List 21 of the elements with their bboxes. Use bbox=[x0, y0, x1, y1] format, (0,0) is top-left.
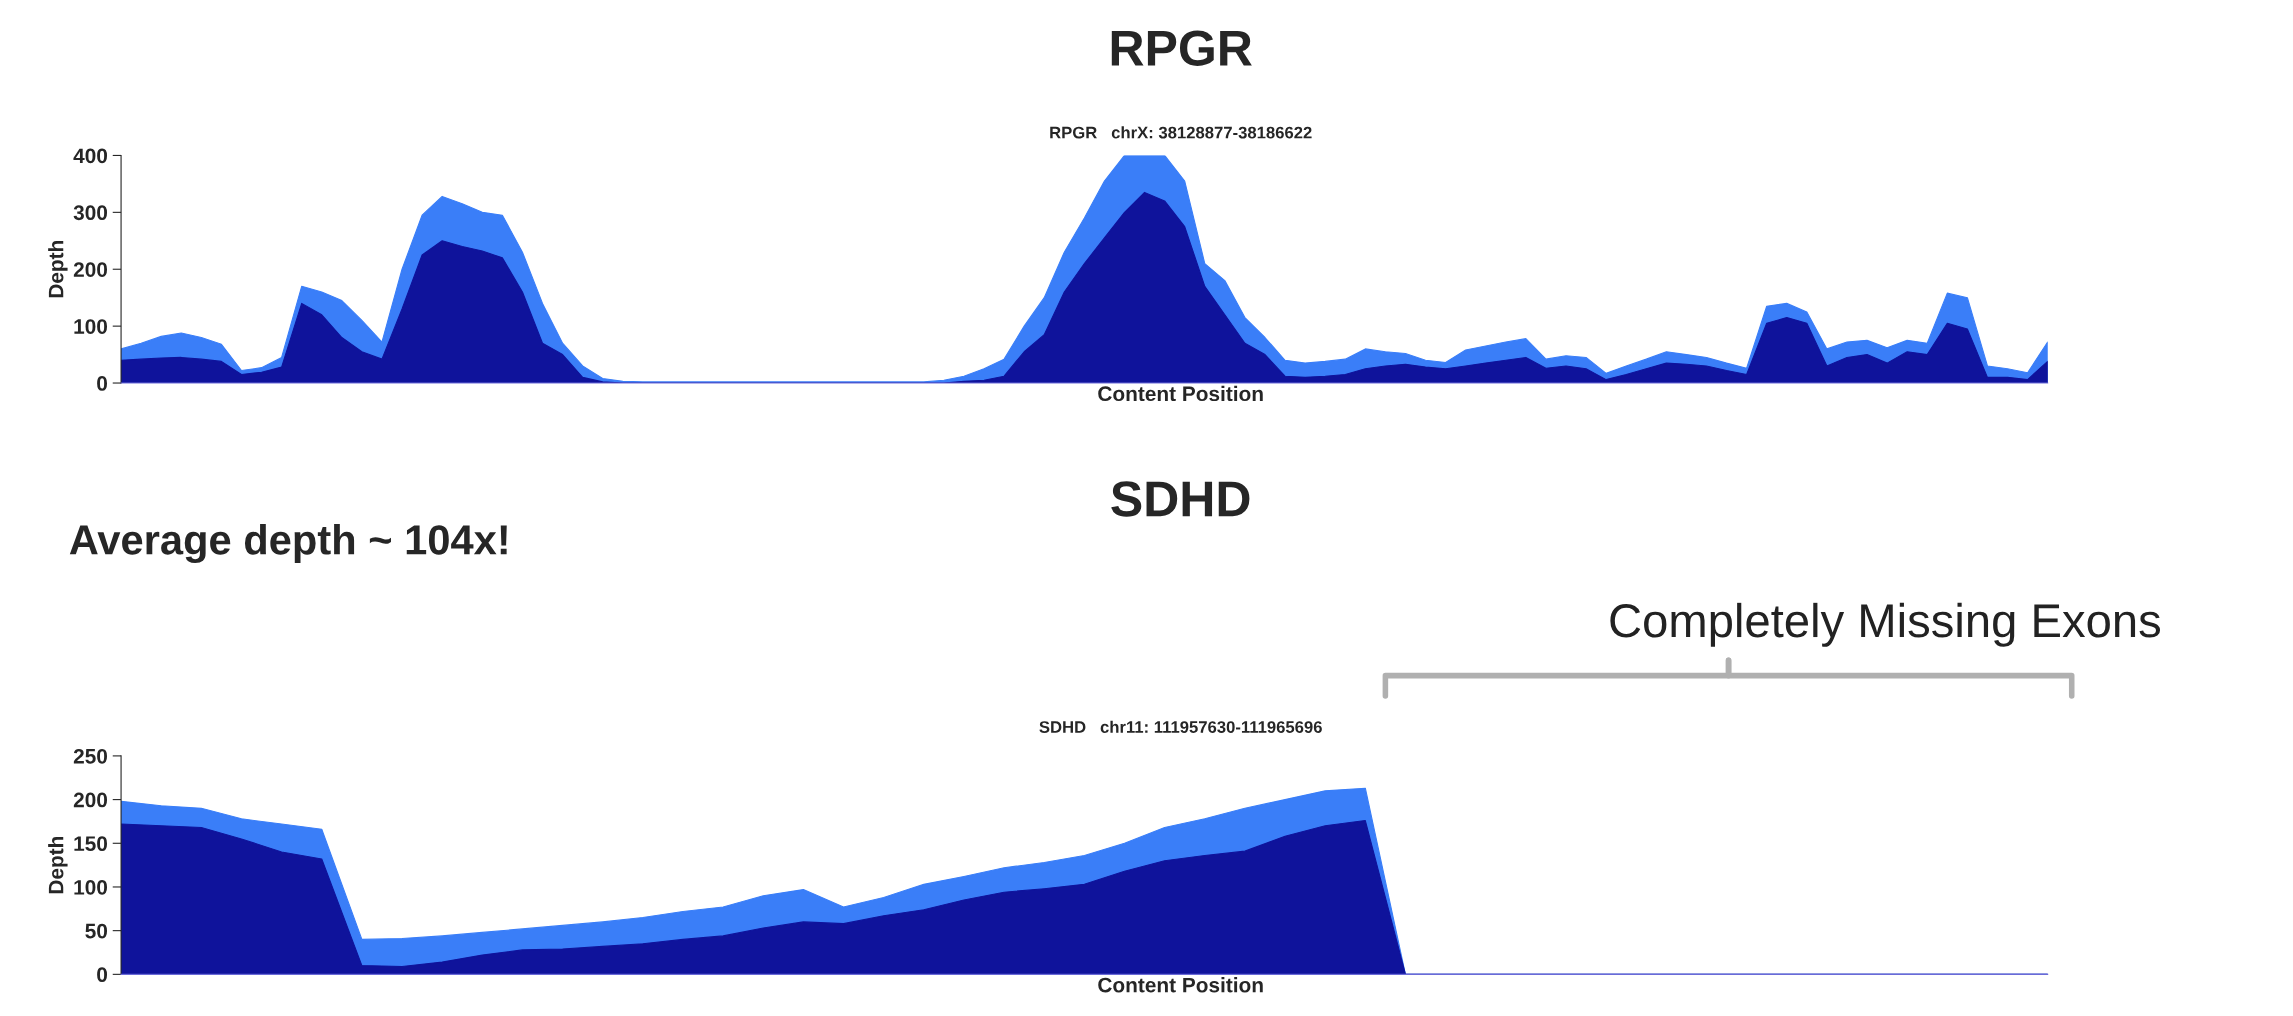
y-tick-label: 100 bbox=[74, 879, 108, 895]
chart-subtitle: SDHD chr11: 111957630-111965696 bbox=[1039, 720, 1322, 733]
y-tick-label: 100 bbox=[74, 319, 108, 334]
text: Average depth ~ 104x! bbox=[69, 524, 507, 564]
y-tick-label: 50 bbox=[85, 923, 108, 939]
y-tick-label: 0 bbox=[97, 967, 108, 983]
chart-title: SDHD bbox=[1111, 481, 1250, 517]
y-tick-label: 300 bbox=[73, 205, 108, 221]
y-tick-label: 0 bbox=[97, 376, 108, 391]
y-axis-title: Depth bbox=[48, 241, 68, 298]
chart-title: RPGR bbox=[1111, 30, 1252, 66]
x-axis-title: Content Position bbox=[1098, 977, 1263, 993]
x-axis-title: Content Position bbox=[1098, 385, 1263, 402]
chart-subtitle: RPGR chrX: 38128877-38186622 bbox=[1050, 126, 1312, 139]
y-tick-label: 200 bbox=[73, 262, 108, 277]
y-axis-title: Depth bbox=[48, 836, 68, 894]
y-tick-label: 200 bbox=[73, 792, 108, 808]
y-tick-label: 150 bbox=[74, 836, 108, 852]
y-tick-label: 250 bbox=[73, 748, 108, 764]
y-tick-label: 400 bbox=[73, 148, 108, 164]
text: Completely Missing Exons bbox=[1610, 602, 2161, 647]
